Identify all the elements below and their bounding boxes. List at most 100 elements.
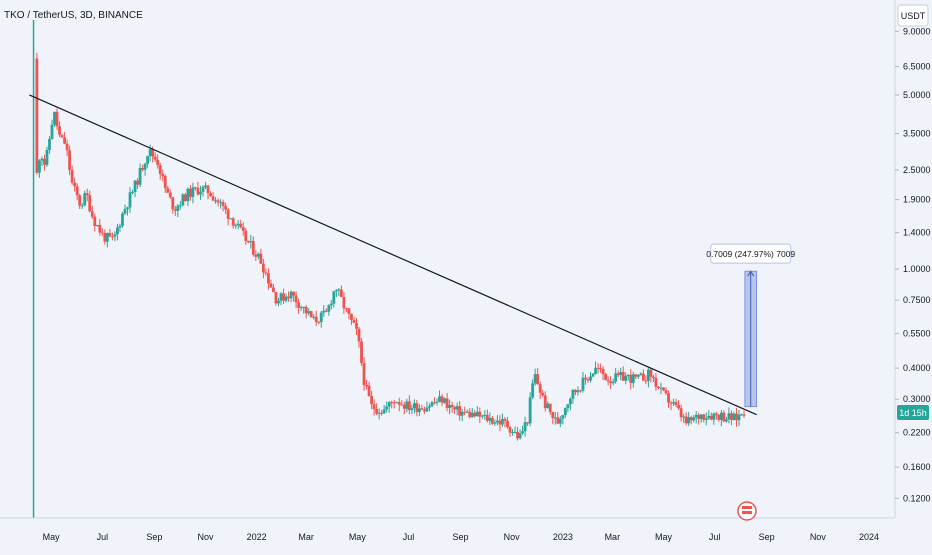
candle-body (171, 197, 175, 210)
candle-body (556, 417, 560, 424)
candle-body (229, 218, 233, 220)
candle-body (392, 402, 396, 404)
currency-button-label[interactable]: USDT (901, 11, 926, 21)
candle-body (415, 403, 419, 413)
candle-body (561, 415, 565, 419)
candle-body (707, 415, 711, 419)
candle-body (433, 402, 436, 404)
candle-body (372, 404, 376, 410)
candle-body (629, 374, 633, 384)
candle-body (209, 193, 212, 197)
candle-body (88, 195, 92, 212)
x-tick-label: Mar (298, 532, 314, 542)
y-tick-label: 0.2200 (903, 428, 931, 438)
candle-body (407, 401, 411, 411)
candle-body (38, 160, 41, 173)
candle-body (657, 386, 660, 388)
trendline-layer[interactable] (29, 94, 757, 416)
candle-body (511, 432, 514, 434)
candle-body (75, 186, 79, 196)
x-tick-label: Sep (146, 532, 162, 542)
candle-body (166, 188, 170, 193)
candle-body (45, 150, 49, 165)
candle-body (621, 371, 625, 381)
candle-body (78, 195, 82, 206)
candle-body (649, 369, 653, 377)
candle-body (684, 416, 688, 424)
candle-body (362, 362, 366, 386)
candle-body (402, 404, 406, 409)
measure-layer[interactable]: 0.7009 (247.97%) 7009 (706, 243, 795, 408)
candle-body (156, 159, 160, 166)
candle-body (370, 396, 373, 405)
x-tick-label: May (349, 532, 367, 542)
candle-body (553, 417, 557, 419)
candle-body (518, 433, 522, 439)
candle-body (496, 420, 499, 423)
candle-body (702, 414, 706, 420)
candle-body (309, 311, 313, 318)
candle-body (699, 414, 703, 420)
candle-body (141, 168, 144, 170)
y-tick-label: 5.0000 (903, 90, 931, 100)
x-tick-label: Mar (605, 532, 621, 542)
candle-body (463, 411, 467, 413)
candle-body (226, 209, 230, 219)
candle-body (521, 431, 524, 434)
candle-body (136, 180, 139, 185)
candle-body (161, 174, 165, 176)
candle-body (116, 227, 119, 235)
y-tick-label: 9.0000 (903, 26, 931, 36)
candle-body (448, 405, 451, 408)
x-tick-label: Sep (452, 532, 468, 542)
candle-body (735, 413, 738, 421)
candle-body (342, 296, 346, 309)
flag-icon[interactable] (737, 501, 757, 521)
candle-body (40, 158, 44, 161)
candle-body (337, 289, 341, 291)
candle-body (103, 233, 107, 242)
candle-body (163, 175, 167, 189)
candle-body (694, 414, 698, 418)
candle-body (390, 402, 394, 404)
candle-body (128, 192, 132, 208)
candle-body (350, 313, 353, 320)
candle-body (387, 402, 391, 407)
candle-body (194, 187, 197, 189)
descending-trendline[interactable] (29, 94, 757, 416)
currency-button[interactable]: USDT (897, 4, 929, 27)
candle-body (634, 374, 638, 377)
y-tick-label: 6.5000 (903, 62, 931, 72)
last-price-badge: 1d 15h (897, 405, 929, 420)
y-tick-label: 0.5500 (903, 329, 931, 339)
x-tick-label: Nov (504, 532, 521, 542)
candle-body (50, 124, 54, 139)
flag-icon-stripe-bottom (742, 511, 752, 514)
candle-body (178, 205, 182, 207)
candle-body (272, 287, 275, 293)
currency-button-box[interactable] (897, 4, 929, 27)
candle-body (551, 411, 555, 419)
candle-body (329, 303, 333, 306)
candle-body (679, 408, 683, 418)
candle-body (294, 295, 298, 303)
candle-body (438, 396, 441, 402)
candle-body (367, 385, 371, 397)
candle-body (352, 319, 356, 323)
candle-body (480, 415, 484, 417)
candle-body (672, 402, 675, 404)
flag-icon-stripe-top (742, 506, 752, 509)
candle-body (148, 149, 152, 157)
candle-body (740, 414, 743, 416)
candle-body (523, 422, 527, 432)
candle-body (153, 156, 157, 160)
candle-body (425, 407, 429, 412)
candle-body (357, 328, 361, 342)
candle-body (576, 390, 580, 393)
candle-body (669, 402, 673, 404)
candle-body (742, 414, 746, 416)
candle-body (418, 408, 421, 413)
